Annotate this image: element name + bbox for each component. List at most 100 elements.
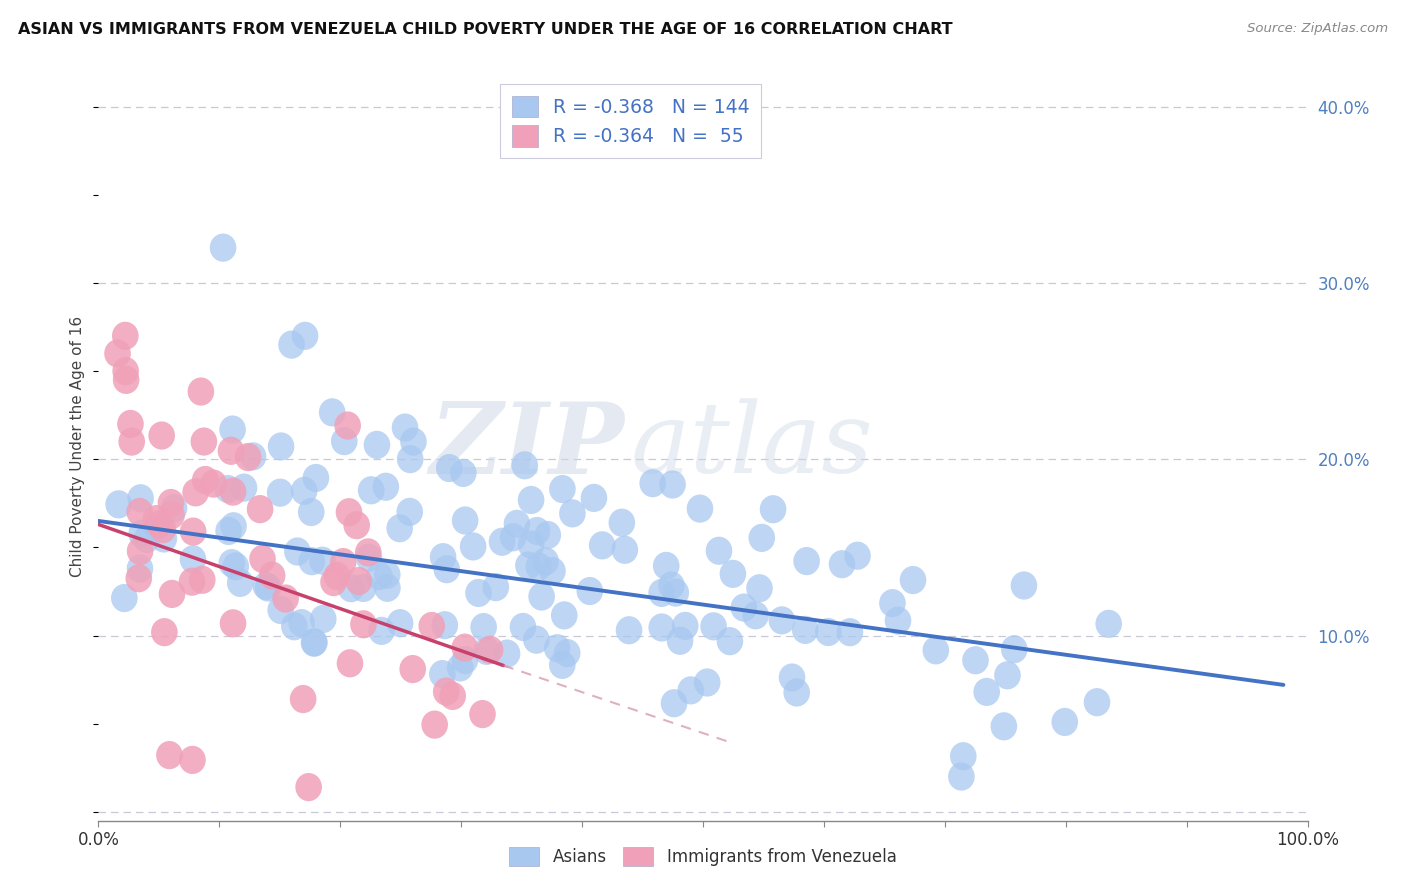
Text: ZIP: ZIP: [429, 398, 624, 494]
Ellipse shape: [551, 601, 578, 630]
Ellipse shape: [401, 427, 427, 456]
Ellipse shape: [948, 763, 974, 790]
Ellipse shape: [720, 560, 747, 588]
Ellipse shape: [364, 431, 391, 459]
Ellipse shape: [471, 613, 496, 641]
Ellipse shape: [117, 409, 143, 438]
Ellipse shape: [922, 636, 949, 665]
Ellipse shape: [494, 640, 520, 667]
Ellipse shape: [219, 477, 246, 506]
Ellipse shape: [366, 562, 392, 591]
Ellipse shape: [581, 483, 607, 512]
Ellipse shape: [146, 510, 173, 538]
Ellipse shape: [717, 627, 744, 656]
Ellipse shape: [609, 508, 636, 537]
Ellipse shape: [465, 579, 492, 607]
Ellipse shape: [554, 639, 581, 667]
Ellipse shape: [330, 427, 357, 455]
Ellipse shape: [489, 528, 516, 556]
Ellipse shape: [517, 531, 544, 558]
Ellipse shape: [523, 517, 550, 545]
Ellipse shape: [392, 414, 419, 442]
Ellipse shape: [128, 520, 155, 548]
Ellipse shape: [291, 476, 318, 505]
Ellipse shape: [648, 579, 675, 607]
Ellipse shape: [134, 524, 160, 553]
Ellipse shape: [288, 609, 315, 637]
Ellipse shape: [652, 552, 679, 580]
Ellipse shape: [330, 548, 357, 576]
Ellipse shape: [533, 547, 560, 575]
Ellipse shape: [658, 572, 685, 599]
Ellipse shape: [273, 584, 299, 613]
Ellipse shape: [477, 636, 503, 664]
Ellipse shape: [396, 445, 423, 473]
Ellipse shape: [336, 649, 363, 677]
Ellipse shape: [149, 421, 174, 450]
Ellipse shape: [374, 574, 401, 602]
Ellipse shape: [150, 618, 177, 647]
Ellipse shape: [343, 511, 370, 540]
Ellipse shape: [700, 612, 727, 640]
Ellipse shape: [323, 562, 350, 591]
Ellipse shape: [560, 500, 586, 527]
Ellipse shape: [298, 547, 325, 575]
Ellipse shape: [218, 549, 245, 577]
Ellipse shape: [779, 664, 806, 691]
Ellipse shape: [662, 579, 689, 607]
Ellipse shape: [150, 524, 177, 553]
Ellipse shape: [470, 700, 496, 728]
Ellipse shape: [253, 572, 280, 600]
Ellipse shape: [125, 564, 152, 592]
Ellipse shape: [209, 234, 236, 261]
Text: atlas: atlas: [630, 399, 873, 493]
Ellipse shape: [335, 411, 361, 440]
Ellipse shape: [346, 567, 373, 595]
Ellipse shape: [179, 567, 205, 596]
Ellipse shape: [447, 653, 474, 681]
Ellipse shape: [433, 555, 460, 583]
Ellipse shape: [278, 331, 305, 359]
Ellipse shape: [576, 577, 603, 605]
Text: ASIAN VS IMMIGRANTS FROM VENEZUELA CHILD POVERTY UNDER THE AGE OF 16 CORRELATION: ASIAN VS IMMIGRANTS FROM VENEZUELA CHILD…: [18, 22, 953, 37]
Ellipse shape: [672, 612, 699, 640]
Ellipse shape: [544, 634, 571, 663]
Ellipse shape: [321, 568, 347, 596]
Ellipse shape: [221, 512, 247, 541]
Ellipse shape: [112, 366, 139, 394]
Ellipse shape: [686, 494, 713, 523]
Ellipse shape: [281, 612, 308, 640]
Ellipse shape: [127, 498, 153, 526]
Ellipse shape: [747, 574, 773, 602]
Ellipse shape: [219, 416, 246, 443]
Ellipse shape: [589, 532, 616, 559]
Ellipse shape: [143, 513, 170, 541]
Ellipse shape: [962, 646, 988, 674]
Text: Source: ZipAtlas.com: Source: ZipAtlas.com: [1247, 22, 1388, 36]
Ellipse shape: [118, 427, 145, 456]
Ellipse shape: [419, 612, 446, 640]
Ellipse shape: [640, 469, 666, 497]
Ellipse shape: [430, 543, 457, 571]
Ellipse shape: [451, 507, 478, 534]
Ellipse shape: [538, 557, 565, 585]
Ellipse shape: [336, 498, 363, 526]
Ellipse shape: [793, 547, 820, 575]
Ellipse shape: [200, 469, 226, 498]
Ellipse shape: [292, 322, 318, 350]
Ellipse shape: [149, 515, 176, 543]
Ellipse shape: [156, 741, 183, 769]
Ellipse shape: [302, 464, 329, 492]
Ellipse shape: [222, 552, 249, 581]
Ellipse shape: [884, 607, 911, 635]
Ellipse shape: [474, 637, 501, 665]
Ellipse shape: [950, 742, 977, 771]
Ellipse shape: [509, 613, 536, 641]
Ellipse shape: [433, 678, 460, 706]
Ellipse shape: [429, 660, 456, 689]
Ellipse shape: [337, 574, 364, 602]
Ellipse shape: [159, 501, 184, 529]
Y-axis label: Child Poverty Under the Age of 16: Child Poverty Under the Age of 16: [70, 316, 86, 576]
Ellipse shape: [659, 470, 686, 499]
Ellipse shape: [350, 574, 377, 602]
